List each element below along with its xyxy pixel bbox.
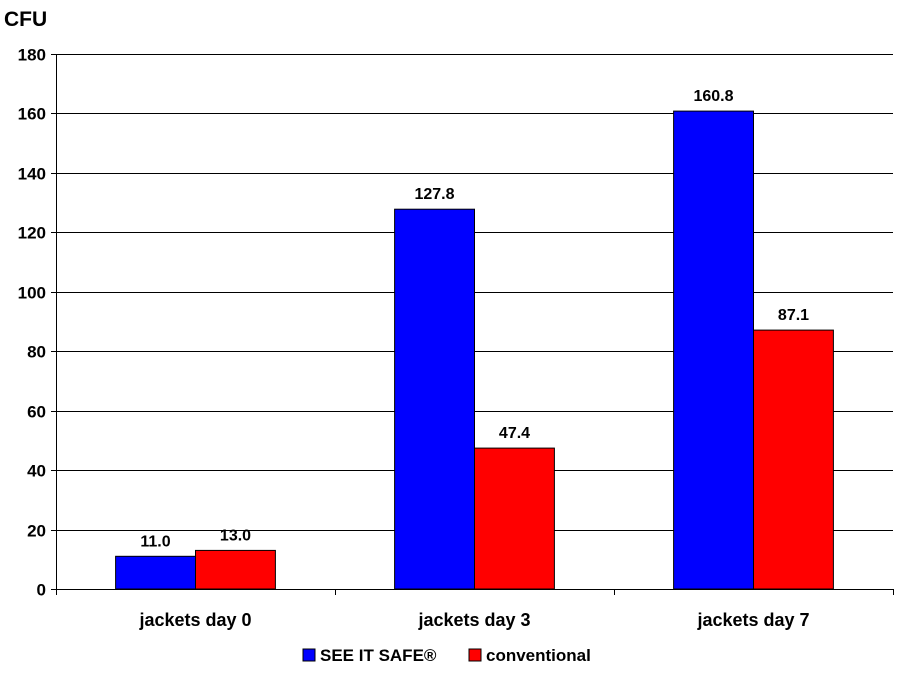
legend-label: conventional — [486, 646, 591, 665]
y-tick-label: 100 — [18, 284, 46, 303]
y-tick-label: 180 — [18, 46, 46, 65]
y-axis-label: CFU — [4, 8, 47, 31]
y-tick-labels: 0 20 40 60 80 100 120 140 160 180 — [18, 46, 46, 600]
bars — [115, 110, 834, 590]
data-label: 87.1 — [778, 307, 809, 324]
legend-label: SEE IT SAFE® — [320, 646, 437, 665]
x-tick-labels: jackets day 0 jackets day 3 jackets day 7 — [138, 610, 809, 630]
bar — [115, 555, 196, 590]
bar — [195, 549, 276, 590]
legend: SEE IT SAFE® conventional — [302, 646, 591, 665]
data-label: 13.0 — [220, 527, 251, 544]
x-tick-label: jackets day 7 — [696, 610, 809, 630]
y-tick-label: 0 — [37, 581, 46, 600]
legend-swatch — [302, 648, 316, 662]
y-tick-label: 60 — [27, 403, 46, 422]
y-tick-label: 80 — [27, 343, 46, 362]
data-label: 160.8 — [693, 88, 733, 105]
y-tick-label: 40 — [27, 462, 46, 481]
axes — [51, 54, 894, 595]
bar — [394, 208, 476, 590]
bar — [673, 110, 754, 590]
legend-swatch — [468, 648, 482, 662]
y-tick-label: 160 — [18, 105, 46, 124]
data-labels: 11.0 13.0 127.8 47.4 160.8 87.1 — [140, 88, 809, 550]
bar — [753, 329, 834, 590]
data-label: 47.4 — [499, 425, 530, 442]
x-tick-label: jackets day 0 — [138, 610, 251, 630]
x-tick-label: jackets day 3 — [417, 610, 530, 630]
data-label: 127.8 — [414, 186, 454, 203]
y-tick-label: 120 — [18, 224, 46, 243]
bar — [474, 447, 555, 590]
y-tick-label: 20 — [27, 522, 46, 541]
data-label: 11.0 — [140, 533, 170, 550]
y-tick-label: 140 — [18, 165, 46, 184]
